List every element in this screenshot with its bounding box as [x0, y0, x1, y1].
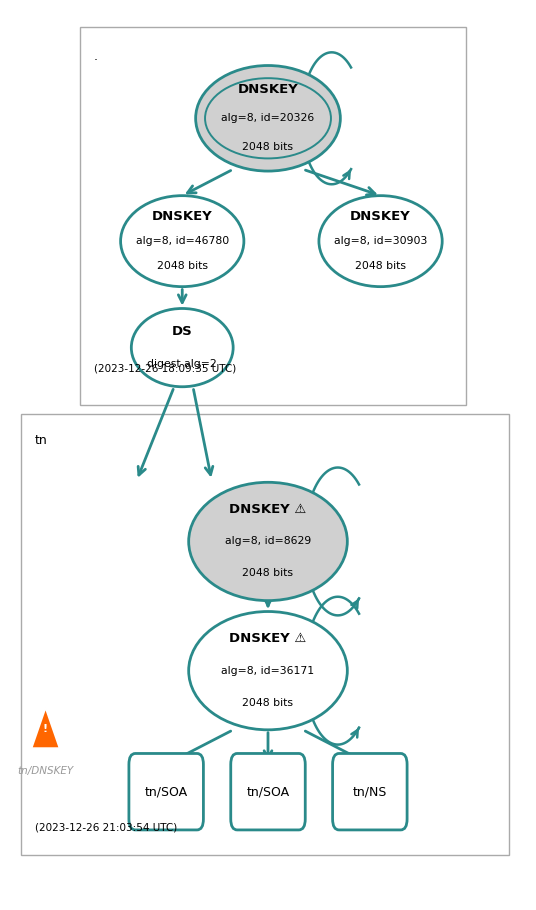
Text: (2023-12-26 21:03:54 UTC): (2023-12-26 21:03:54 UTC) — [35, 823, 177, 833]
Ellipse shape — [196, 66, 340, 171]
Text: digest alg=2: digest alg=2 — [147, 359, 217, 369]
Text: DNSKEY: DNSKEY — [237, 84, 299, 96]
Text: 2048 bits: 2048 bits — [157, 261, 208, 270]
Ellipse shape — [131, 308, 233, 387]
Ellipse shape — [121, 196, 244, 287]
Text: alg=8, id=36171: alg=8, id=36171 — [221, 666, 315, 675]
Text: (2023-12-26 18:09:35 UTC): (2023-12-26 18:09:35 UTC) — [94, 363, 236, 373]
Text: !: ! — [43, 724, 48, 734]
Text: tn/NS: tn/NS — [353, 785, 387, 798]
Text: DNSKEY ⚠️: DNSKEY ⚠️ — [229, 503, 307, 516]
Text: alg=8, id=8629: alg=8, id=8629 — [225, 537, 311, 546]
Ellipse shape — [189, 482, 347, 601]
Text: DNSKEY ⚠️: DNSKEY ⚠️ — [229, 632, 307, 645]
Text: DS: DS — [172, 325, 192, 338]
Text: 2048 bits: 2048 bits — [242, 142, 294, 152]
Text: alg=8, id=20326: alg=8, id=20326 — [221, 114, 315, 123]
FancyBboxPatch shape — [21, 414, 509, 855]
FancyBboxPatch shape — [230, 753, 306, 830]
Text: tn: tn — [35, 434, 48, 447]
Polygon shape — [32, 708, 59, 748]
Text: 2048 bits: 2048 bits — [242, 569, 294, 579]
Text: DNSKEY: DNSKEY — [152, 210, 213, 223]
Ellipse shape — [189, 612, 347, 730]
Text: 2048 bits: 2048 bits — [242, 698, 294, 708]
Text: DNSKEY: DNSKEY — [350, 210, 411, 223]
Text: alg=8, id=30903: alg=8, id=30903 — [334, 237, 427, 246]
Text: .: . — [94, 50, 98, 63]
Text: tn/SOA: tn/SOA — [145, 785, 188, 798]
FancyBboxPatch shape — [80, 27, 466, 405]
Text: tn/SOA: tn/SOA — [247, 785, 289, 798]
FancyBboxPatch shape — [129, 753, 204, 830]
Ellipse shape — [319, 196, 442, 287]
Text: alg=8, id=46780: alg=8, id=46780 — [136, 237, 229, 246]
FancyBboxPatch shape — [332, 753, 407, 830]
Text: 2048 bits: 2048 bits — [355, 261, 406, 270]
Text: tn/DNSKEY: tn/DNSKEY — [18, 766, 73, 776]
